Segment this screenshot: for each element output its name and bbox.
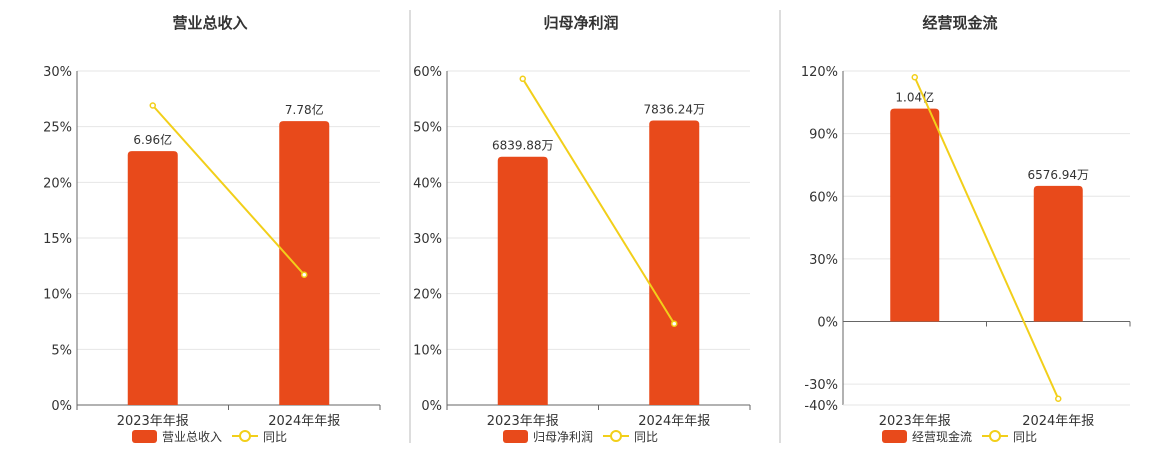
yoy-point (1055, 395, 1062, 402)
legend-line-marker (610, 430, 622, 442)
y-tick-label: 30% (413, 232, 442, 247)
bar-data-label: 1.04亿 (895, 90, 934, 105)
bar-data-label: 6839.88万 (492, 139, 554, 153)
y-tick-label: 40% (413, 176, 442, 191)
y-tick-label: 120% (801, 65, 838, 80)
y-tick-label: -40% (804, 399, 838, 414)
y-tick-label: 0% (421, 399, 442, 414)
yoy-line (521, 78, 676, 325)
yoy-line (152, 104, 305, 276)
y-tick-label: -30% (804, 378, 838, 393)
bar (649, 120, 700, 405)
legend-line-marker (989, 430, 1001, 442)
yoy-point (519, 75, 526, 83)
legend-bar-label: 归母净利润 (533, 430, 593, 444)
x-tick-label: 2023年年报 (487, 414, 559, 429)
yoy-point (301, 271, 308, 278)
y-tick-label: 0% (51, 399, 72, 414)
chart-panel-1: 营业总收入 0% 5% 10% 15% 20% 25% 30% 6.96亿 2023年年报 7.78… (43, 14, 381, 444)
legend-bar-label: 营业总收入 (162, 430, 222, 444)
bar-data-label: 6576.94万 (1027, 168, 1089, 182)
x-tick-label: 2024年年报 (1022, 414, 1094, 429)
yoy-point (149, 102, 156, 109)
yoy-point (911, 74, 918, 81)
bar-data-label: 7.78亿 (285, 102, 324, 117)
bar-data-label: 6.96亿 (133, 132, 172, 147)
chart-title: 归母净利润 (543, 14, 618, 32)
yoy-point (671, 320, 678, 327)
x-tick-label: 2024年年报 (268, 414, 340, 429)
y-tick-label: 10% (413, 343, 442, 358)
x-tick-label: 2023年年报 (117, 414, 189, 429)
y-tick-label: 60% (413, 65, 442, 80)
legend-line-marker (239, 430, 251, 442)
bar (127, 151, 178, 405)
y-tick-label: 5% (51, 343, 72, 358)
x-tick-label: 2024年年报 (638, 414, 710, 429)
y-tick-label: 60% (809, 190, 838, 205)
y-tick-label: 0% (817, 316, 838, 331)
x-tick-label: 2023年年报 (879, 414, 951, 429)
y-tick-label: 30% (809, 253, 838, 268)
y-tick-label: 30% (43, 65, 72, 80)
y-tick-label: 20% (413, 288, 442, 303)
chart-title: 经营现金流 (922, 14, 997, 32)
bar-data-label: 7836.24万 (643, 103, 705, 117)
chart-title: 营业总收入 (172, 14, 247, 32)
yoy-line (913, 76, 1060, 400)
chart-panel-3: 经营现金流 -40% -30% 0% 30% 60% 90% 120% 1.04亿 2023年年报… (801, 14, 1131, 444)
y-tick-label: 20% (43, 176, 72, 191)
y-tick-label: 15% (43, 232, 72, 247)
bar (497, 156, 548, 405)
legend-line-label: 同比 (263, 430, 287, 444)
bar (1033, 185, 1083, 322)
y-tick-label: 50% (413, 121, 442, 136)
legend-bar-swatch (503, 430, 528, 443)
y-tick-label: 90% (809, 128, 838, 143)
chart-panel-2: 归母净利润 0% 10% 20% 30% 40% 50% 60% 6839.88万 2023年年报… (413, 14, 751, 444)
bar (279, 121, 330, 405)
legend-line-label: 同比 (1013, 430, 1037, 444)
y-tick-label: 10% (43, 288, 72, 303)
legend-line-label: 同比 (634, 430, 658, 444)
y-tick-label: 25% (43, 121, 72, 136)
legend-bar-swatch (882, 430, 907, 443)
legend-bar-label: 经营现金流 (912, 429, 972, 444)
bar (890, 108, 940, 322)
legend-bar-swatch (132, 430, 157, 443)
